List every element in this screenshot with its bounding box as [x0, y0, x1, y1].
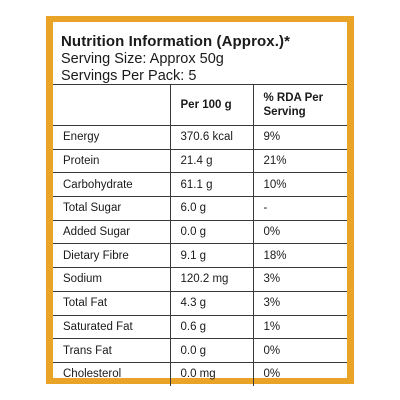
rda-value: - [252, 196, 347, 221]
rda-value: 1% [252, 314, 347, 340]
nutrient-name: Dietary Fibre [53, 243, 171, 269]
rda-value: 9% [252, 125, 347, 150]
rda-value: 21% [252, 148, 347, 174]
table-row: Total Sugar 6.0 g- [53, 196, 347, 221]
table-row: Dietary Fibre 9.1 g 18% [53, 243, 347, 269]
serving-size: Serving Size: Approx 50g [61, 51, 224, 67]
table-row: Carbohydrate 61.1 g 10% [53, 172, 347, 198]
rda-value: 0% [252, 338, 347, 363]
nutrient-name: Trans Fat [53, 338, 171, 363]
per-100g-value: 9.1 g [169, 243, 254, 269]
column-header-nutrient [53, 84, 171, 126]
nutrient-name: Energy [53, 125, 171, 150]
nutrient-name: Cholesterol [53, 361, 171, 386]
column-header-per-100g: Per 100 g [169, 84, 254, 126]
table-row: Cholesterol 0.0 mg 0% [53, 361, 347, 386]
table-header-row: Per 100 g % RDA Per Serving [53, 84, 347, 126]
rda-value: 0% [252, 361, 347, 386]
rda-value: 10% [252, 172, 347, 198]
column-header-rda: % RDA Per Serving [252, 84, 347, 126]
nutrient-name: Total Sugar [53, 196, 171, 221]
label-title: Nutrition Information (Approx.)* [61, 33, 291, 50]
nutrient-name: Carbohydrate [53, 172, 171, 198]
table-row: Saturated Fat 0.6 g 1% [53, 314, 347, 340]
per-100g-value: 61.1 g [169, 172, 254, 198]
table-row: Total Fat 4.3 g 3% [53, 290, 347, 316]
nutrient-name: Sodium [53, 267, 171, 292]
per-100g-value: 370.6 kcal [169, 125, 254, 150]
nutrient-name: Protein [53, 148, 171, 174]
table-row: Trans Fat 0.0 g 0% [53, 338, 347, 363]
nutrient-name: Total Fat [53, 290, 171, 316]
per-100g-value: 0.0 mg [169, 361, 254, 386]
nutrition-label: Nutrition Information (Approx.)* Serving… [53, 22, 347, 386]
nutrient-name: Saturated Fat [53, 314, 171, 340]
table-row: Added Sugar 0.0 g 0% [53, 219, 347, 245]
table-row: Energy 370.6 kcal 9% [53, 125, 347, 150]
per-100g-value: 4.3 g [169, 290, 254, 316]
rda-value: 18% [252, 243, 347, 269]
nutrient-name: Added Sugar [53, 219, 171, 245]
rda-value: 3% [252, 290, 347, 316]
per-100g-value: 0.0 g [169, 338, 254, 363]
nutrition-table: Per 100 g % RDA Per Serving Energy 370.6 … [53, 84, 347, 386]
servings-per-pack: Servings Per Pack: 5 [61, 68, 197, 84]
per-100g-value: 6.0 g [169, 196, 254, 221]
label-frame: Nutrition Information (Approx.)* Serving… [46, 16, 354, 386]
rda-value: 3% [252, 267, 347, 292]
table-row: Protein 21.4 g 21% [53, 148, 347, 174]
rda-value: 0% [252, 219, 347, 245]
label-header: Nutrition Information (Approx.)* Serving… [53, 22, 347, 84]
per-100g-value: 0.6 g [169, 314, 254, 340]
per-100g-value: 120.2 mg [169, 267, 254, 292]
table-row: Sodium 120.2 mg 3% [53, 267, 347, 292]
per-100g-value: 21.4 g [169, 148, 254, 174]
per-100g-value: 0.0 g [169, 219, 254, 245]
